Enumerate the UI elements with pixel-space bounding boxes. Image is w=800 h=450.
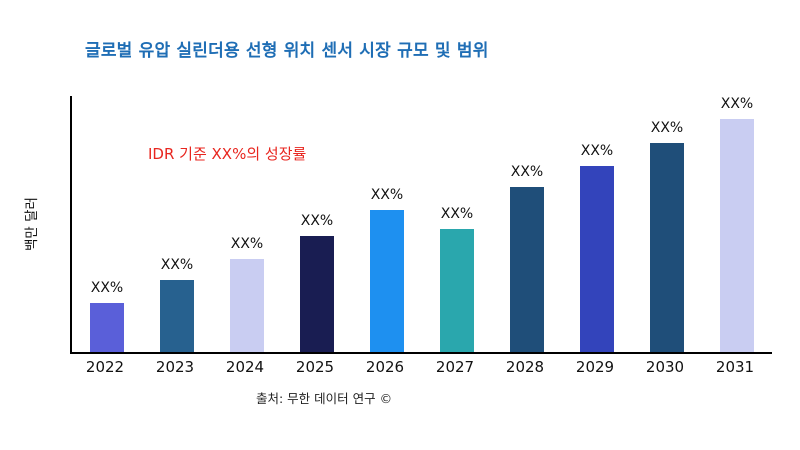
bar-value-label: XX%: [90, 280, 124, 296]
bar-group: XX%: [352, 187, 422, 352]
bar-value-label: XX%: [580, 143, 614, 159]
bar-value-label: XX%: [300, 213, 334, 229]
bar: [720, 119, 754, 352]
bar-group: XX%: [212, 236, 282, 352]
bar-group: XX%: [492, 164, 562, 352]
bar: [160, 280, 194, 352]
bar-value-label: XX%: [370, 187, 404, 203]
bar-group: XX%: [422, 206, 492, 352]
bar: [230, 259, 264, 352]
bar: [300, 236, 334, 352]
x-axis-tick-label: 2027: [435, 358, 475, 376]
plot-area: XX% XX% XX% XX% XX% XX% XX% XX% XX% XX%: [70, 96, 772, 354]
bar-group: XX%: [282, 213, 352, 352]
chart-title: 글로벌 유압 실린더용 선형 위치 센서 시장 규모 및 범위: [85, 41, 489, 61]
bar-value-label: XX%: [510, 164, 544, 180]
bar-group: XX%: [142, 257, 212, 352]
bar-group: XX%: [72, 280, 142, 352]
bar-value-label: XX%: [650, 120, 684, 136]
x-axis-tick-label: 2024: [225, 358, 265, 376]
bar: [580, 166, 614, 352]
x-axis-tick-label: 2025: [295, 358, 335, 376]
bar-value-label: XX%: [160, 257, 194, 273]
bar-group: XX%: [702, 96, 772, 352]
bar: [90, 303, 124, 352]
bar-value-label: XX%: [720, 96, 754, 112]
x-axis-tick-label: 2029: [575, 358, 615, 376]
source-text: 출처: 무한 데이터 연구 ©: [256, 391, 393, 406]
x-axis-tick-label: 2031: [715, 358, 755, 376]
growth-annotation: IDR 기준 XX%의 성장률: [148, 145, 307, 163]
bar-group: XX%: [632, 120, 702, 352]
bar-value-label: XX%: [230, 236, 264, 252]
bar: [510, 187, 544, 352]
bar: [370, 210, 404, 352]
x-axis-tick-label: 2026: [365, 358, 405, 376]
x-axis-tick-label: 2023: [155, 358, 195, 376]
bar-group: XX%: [562, 143, 632, 352]
bar: [440, 229, 474, 352]
y-axis-label: 백만 달러: [24, 197, 40, 251]
x-axis-tick-label: 2028: [505, 358, 545, 376]
bar-value-label: XX%: [440, 206, 474, 222]
bars: XX% XX% XX% XX% XX% XX% XX% XX% XX% XX%: [72, 96, 772, 352]
x-axis-labels: 2022 2023 2024 2025 2026 2027 2028 2029 2030 2031: [70, 358, 770, 376]
bar: [650, 143, 684, 352]
x-axis-tick-label: 2022: [85, 358, 125, 376]
x-axis-tick-label: 2030: [645, 358, 685, 376]
